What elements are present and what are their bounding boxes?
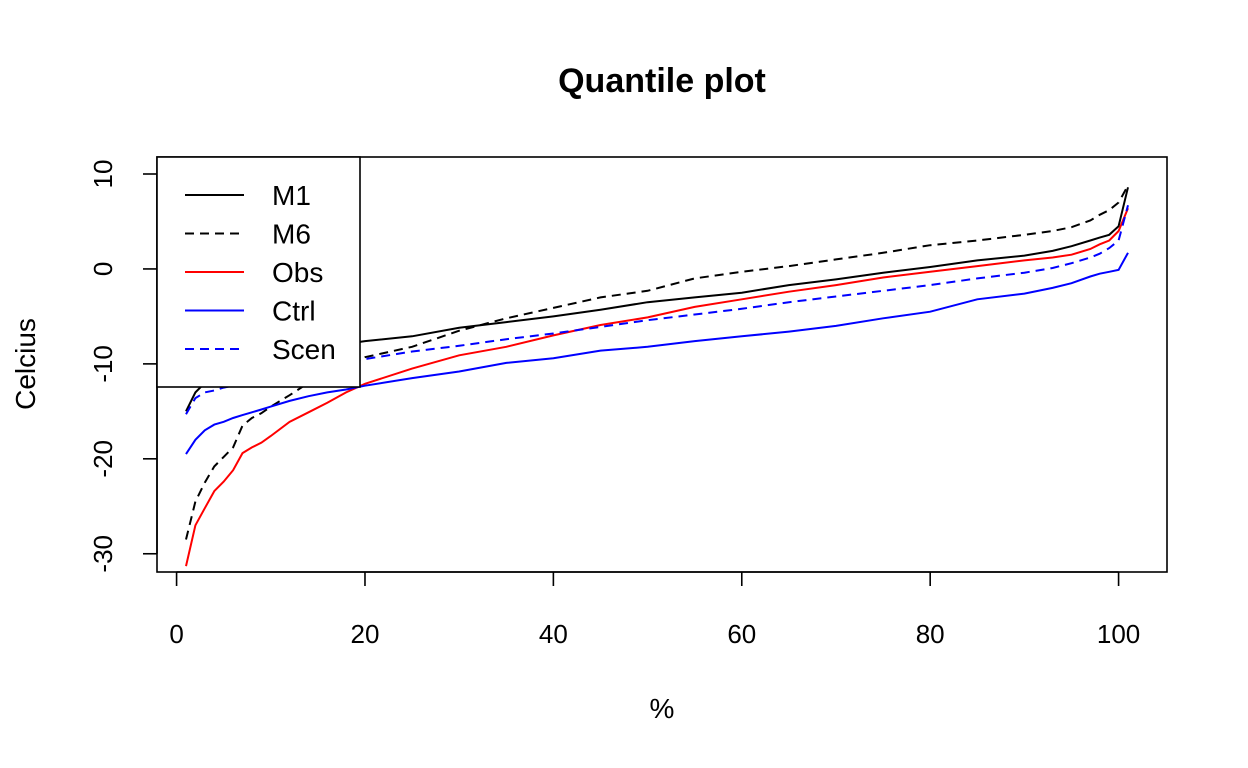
y-tick-label: -10 [88,345,118,383]
x-tick-label: 80 [916,619,945,649]
y-tick-label: 0 [88,262,118,276]
y-tick-label: -20 [88,440,118,478]
series-line-obs [185,207,1129,567]
x-tick-label: 0 [169,619,183,649]
legend: M1 M6 Obs Ctrl Scen [156,156,361,388]
x-tick-label: 60 [727,619,756,649]
y-axis: -30 -20 -10 0 10 [88,160,158,573]
y-tick-label: -30 [88,535,118,573]
legend-label-m6: M6 [272,219,311,250]
legend-label-m1: M1 [272,180,311,211]
y-tick-label: 10 [88,160,118,189]
x-tick-label: 100 [1097,619,1140,649]
x-tick-label: 20 [351,619,380,649]
series-line-ctrl [185,252,1129,455]
legend-label-scen: Scen [272,334,336,365]
chart-title: Quantile plot [558,62,766,100]
legend-label-ctrl: Ctrl [272,296,316,327]
legend-label-obs: Obs [272,257,323,288]
x-axis-label: % [650,693,675,724]
y-axis-label: Celcius [10,318,41,410]
series-line-m6 [185,184,1129,540]
x-axis: 0 20 40 60 80 100 [169,571,1140,649]
x-tick-label: 40 [539,619,568,649]
